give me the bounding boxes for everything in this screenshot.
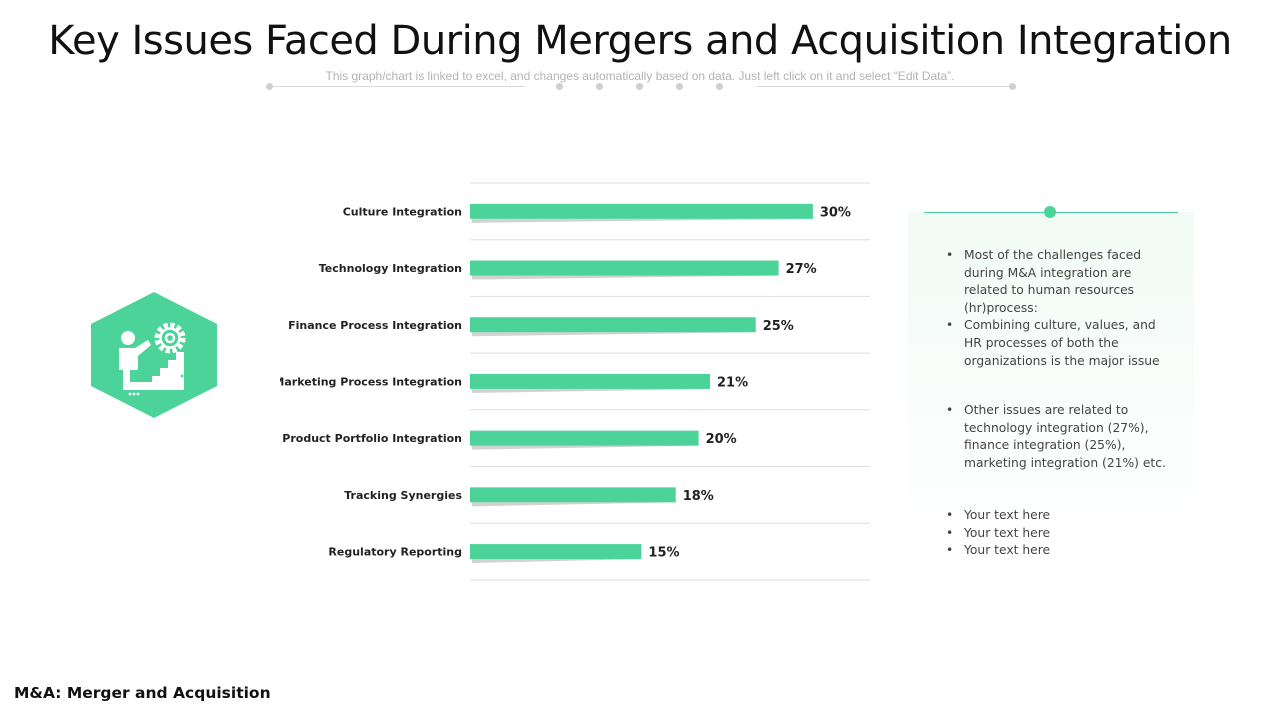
bar-shadow bbox=[472, 559, 642, 564]
category-label: Culture Integration bbox=[343, 205, 462, 218]
hexagon-badge bbox=[88, 290, 220, 420]
category-label: Tracking Synergies bbox=[344, 489, 462, 502]
bullet-group-1: Most of the challenges faced during M&A … bbox=[946, 247, 1168, 370]
data-label: 20% bbox=[706, 432, 737, 447]
bullet-item: Your text here bbox=[946, 542, 1168, 560]
bar bbox=[470, 260, 779, 276]
bar bbox=[470, 317, 756, 333]
bar-chart-svg: Culture Integration 30% Technology Integra… bbox=[280, 182, 870, 581]
bar-shadow bbox=[472, 275, 779, 280]
bar-shadow bbox=[472, 332, 756, 337]
bullet-group-3: Your text here Your text here Your text … bbox=[946, 507, 1168, 560]
bar bbox=[470, 430, 699, 446]
category-label: Regulatory Reporting bbox=[328, 546, 462, 559]
decoration-dot bbox=[636, 83, 643, 90]
bullet-item: Your text here bbox=[946, 525, 1168, 543]
bar bbox=[470, 203, 813, 219]
decoration-line-left bbox=[270, 86, 525, 87]
bullet-item: Combining culture, values, and HR proces… bbox=[946, 317, 1168, 370]
bar-shadow bbox=[472, 445, 699, 450]
decoration-dot bbox=[556, 83, 563, 90]
decoration-dot bbox=[266, 83, 273, 90]
bullet-item: Your text here bbox=[946, 507, 1168, 525]
bullet-group-2: Other issues are related to technology i… bbox=[946, 402, 1168, 472]
footer-note: M&A: Merger and Acquisition bbox=[14, 684, 271, 702]
decoration-dot bbox=[676, 83, 683, 90]
bar-shadow bbox=[472, 218, 813, 223]
slide-title: Key Issues Faced During Mergers and Acqu… bbox=[48, 18, 1232, 64]
decoration-line-right bbox=[757, 86, 1012, 87]
bar bbox=[470, 373, 710, 389]
data-label: 21% bbox=[717, 375, 748, 390]
data-label: 30% bbox=[820, 205, 851, 220]
decoration-dot bbox=[596, 83, 603, 90]
panel-divider-dot bbox=[1044, 206, 1056, 218]
data-label: 18% bbox=[683, 489, 714, 504]
bar-shadow bbox=[472, 388, 710, 393]
category-label: Marketing Process Integration bbox=[280, 375, 462, 388]
data-label: 25% bbox=[763, 319, 794, 334]
bullet-item: Other issues are related to technology i… bbox=[946, 402, 1168, 472]
bullet-item: Most of the challenges faced during M&A … bbox=[946, 247, 1168, 317]
data-label: 27% bbox=[786, 262, 817, 277]
category-label: Finance Process Integration bbox=[288, 319, 462, 332]
bar bbox=[470, 487, 676, 503]
category-label: Technology Integration bbox=[319, 262, 462, 275]
decoration-dot bbox=[1009, 83, 1016, 90]
data-label: 15% bbox=[648, 546, 679, 561]
bar-shadow bbox=[472, 502, 676, 507]
climber-with-gear-icon bbox=[91, 292, 217, 418]
category-label: Product Portfolio Integration bbox=[282, 432, 462, 445]
bar-chart: Culture Integration 30% Technology Integra… bbox=[280, 180, 880, 590]
bar bbox=[470, 544, 642, 560]
slide-subtitle: This graph/chart is linked to excel, and… bbox=[325, 69, 955, 83]
decoration-dot bbox=[716, 83, 723, 90]
